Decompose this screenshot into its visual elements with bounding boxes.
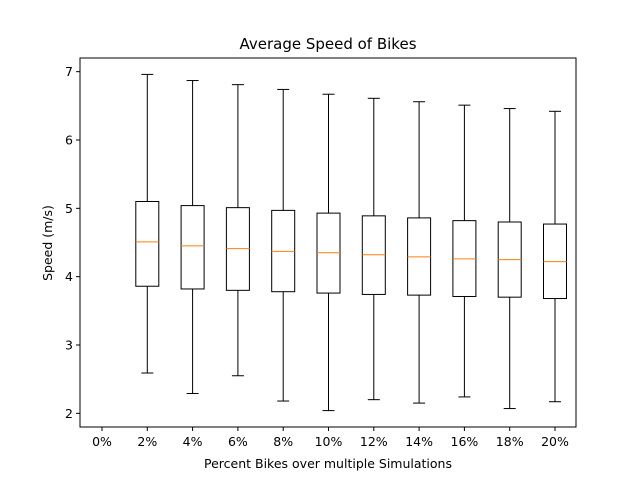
x-tick-label: 8%	[273, 434, 293, 449]
y-axis-label: Speed (m/s)	[40, 205, 55, 281]
y-tick-label: 2	[65, 406, 73, 421]
y-tick-label: 4	[65, 269, 73, 284]
x-tick-label: 2%	[137, 434, 157, 449]
y-tick-label: 3	[65, 338, 73, 353]
x-tick-label: 12%	[360, 434, 388, 449]
x-tick-label: 14%	[405, 434, 433, 449]
y-tick-label: 7	[65, 64, 73, 79]
plot-area: 2 3 4 5 6 7 0% 2% 4% 6% 8% 10% 12% 14% 16% 18% 20%	[65, 64, 569, 449]
x-tick-label: 16%	[451, 434, 479, 449]
x-axis-label: Percent Bikes over multiple Simulations	[204, 456, 452, 471]
x-tick-label: 18%	[496, 434, 524, 449]
y-tick-label: 6	[65, 133, 73, 148]
x-tick-label: 6%	[228, 434, 248, 449]
box-iqr	[135, 201, 160, 287]
plot-frame	[79, 57, 577, 428]
chart-title: Average Speed of Bikes	[239, 35, 416, 53]
box-iqr	[180, 205, 205, 290]
x-tick-label: 4%	[183, 434, 203, 449]
x-tick-label: 20%	[541, 434, 569, 449]
x-tick-label: 0%	[92, 434, 112, 449]
y-tick-label: 5	[65, 201, 73, 216]
x-tick-label: 10%	[315, 434, 343, 449]
